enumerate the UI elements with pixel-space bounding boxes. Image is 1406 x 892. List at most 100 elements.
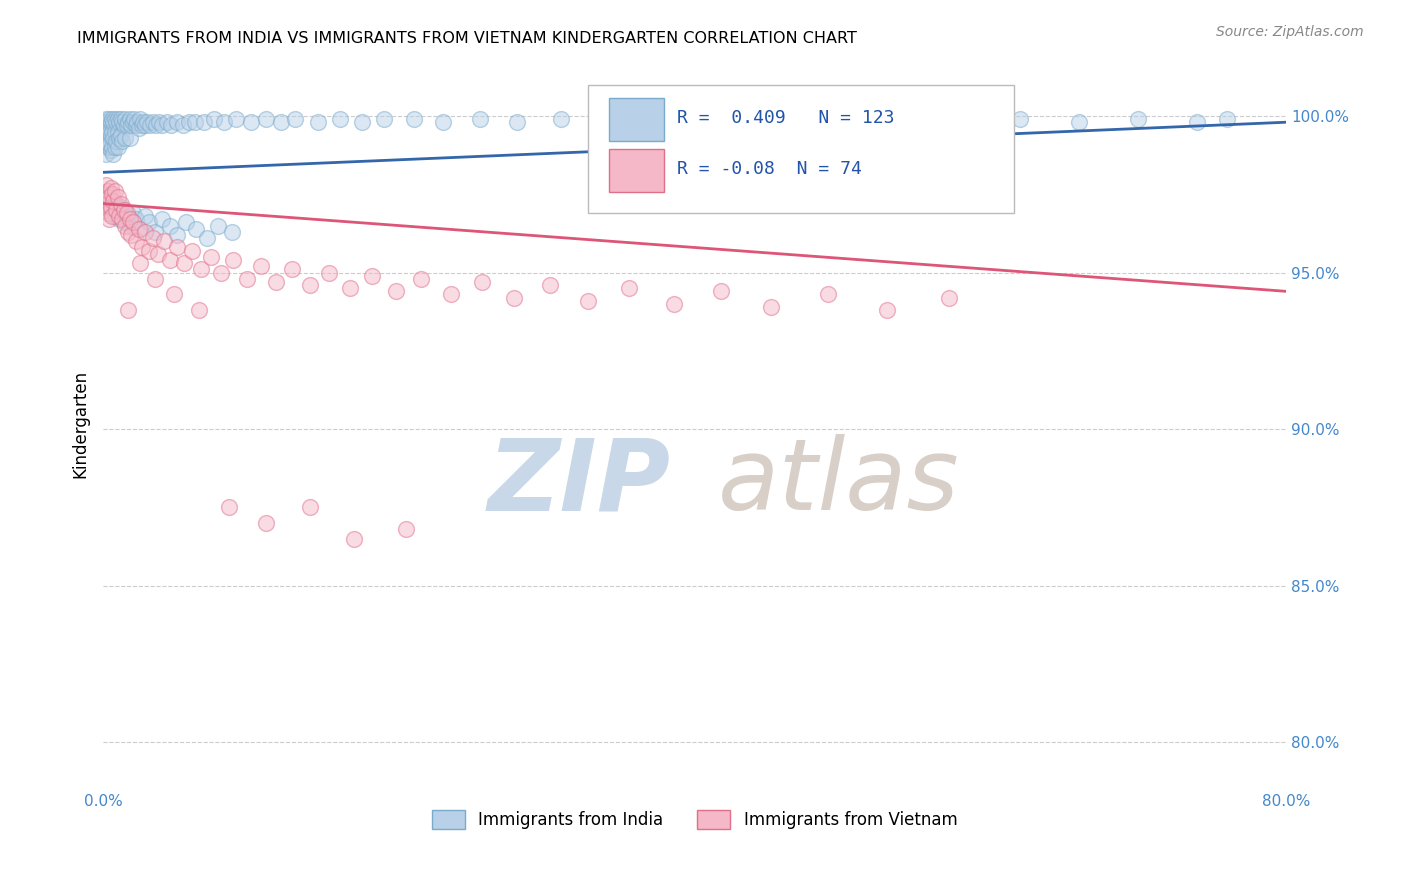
Point (817, 287, 839, 301)
Point (94, 112, 117, 127)
Point (107, 112, 129, 127)
Point (139, 119, 162, 133)
Point (105, 115, 128, 129)
Point (93, 202, 115, 217)
Point (150, 119, 173, 133)
Point (177, 115, 200, 129)
Point (117, 303, 139, 318)
Point (710, 285, 733, 299)
Point (188, 303, 211, 318)
Point (124, 234, 146, 248)
Point (1187, 115, 1209, 129)
Point (122, 112, 145, 127)
Point (264, 275, 287, 289)
Point (93, 115, 115, 129)
Point (209, 266, 232, 280)
Point (439, 287, 461, 301)
Point (108, 209, 131, 223)
Point (110, 112, 132, 127)
Point (339, 281, 361, 295)
Point (876, 303, 898, 318)
Point (1216, 112, 1239, 127)
Point (758, 112, 780, 127)
Point (105, 134, 128, 148)
Point (110, 200, 132, 214)
Point (938, 291, 960, 305)
Text: ZIP: ZIP (488, 434, 671, 532)
Point (166, 240, 188, 254)
Point (142, 231, 165, 245)
Point (395, 522, 418, 536)
Point (143, 225, 166, 239)
Point (166, 227, 188, 242)
Point (100, 200, 122, 214)
Text: atlas: atlas (718, 434, 960, 532)
Point (114, 219, 136, 233)
Point (108, 212, 131, 227)
Point (121, 215, 143, 229)
Point (136, 115, 159, 129)
Point (94, 178, 117, 192)
Point (318, 266, 340, 280)
Point (121, 115, 143, 129)
Text: R =  0.409   N = 123: R = 0.409 N = 123 (676, 109, 894, 127)
Point (97, 187, 120, 202)
Point (134, 225, 156, 239)
Point (117, 115, 139, 129)
Point (98, 112, 121, 127)
Point (129, 256, 152, 270)
Point (235, 272, 257, 286)
Point (118, 219, 141, 233)
Point (307, 115, 329, 129)
Point (299, 278, 322, 293)
Point (1008, 112, 1031, 127)
Point (817, 115, 839, 129)
Point (131, 119, 153, 133)
Point (193, 115, 215, 129)
Point (195, 231, 218, 245)
Point (103, 194, 125, 208)
Point (100, 128, 122, 142)
Point (142, 115, 165, 129)
Point (118, 112, 141, 127)
Point (470, 112, 492, 127)
Point (101, 125, 124, 139)
Point (100, 115, 122, 129)
Point (103, 115, 125, 129)
Point (97, 140, 120, 154)
Point (111, 134, 134, 148)
Point (550, 112, 572, 127)
Point (173, 256, 195, 270)
Point (402, 112, 425, 127)
Point (114, 131, 136, 145)
Point (127, 115, 149, 129)
Point (202, 112, 225, 127)
Point (150, 212, 173, 227)
Point (471, 275, 494, 289)
Point (100, 181, 122, 195)
Point (107, 202, 129, 217)
Point (143, 272, 166, 286)
FancyBboxPatch shape (609, 98, 664, 141)
Point (94, 146, 117, 161)
Point (270, 115, 292, 129)
Point (105, 202, 128, 217)
Point (222, 252, 245, 267)
Point (373, 112, 395, 127)
Point (156, 115, 179, 129)
Point (124, 119, 146, 133)
Point (128, 121, 150, 136)
Point (538, 278, 561, 293)
Point (111, 212, 134, 227)
Point (343, 532, 366, 546)
Point (104, 184, 127, 198)
Point (97, 206, 120, 220)
Point (117, 225, 139, 239)
Point (103, 131, 125, 145)
Point (100, 144, 122, 158)
Point (942, 115, 965, 129)
Text: IMMIGRANTS FROM INDIA VS IMMIGRANTS FROM VIETNAM KINDERGARTEN CORRELATION CHART: IMMIGRANTS FROM INDIA VS IMMIGRANTS FROM… (77, 31, 858, 46)
Point (225, 112, 247, 127)
Point (385, 285, 408, 299)
Point (101, 194, 124, 208)
